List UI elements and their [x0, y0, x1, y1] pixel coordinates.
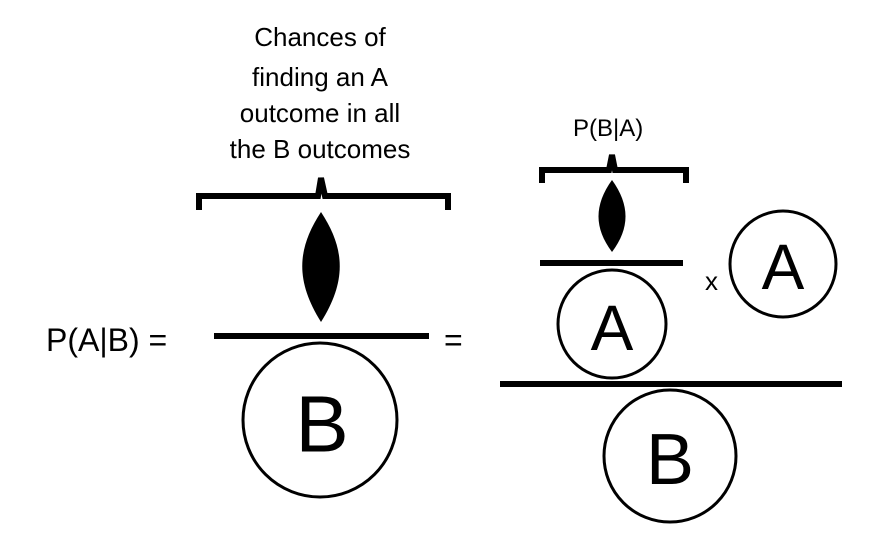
circle-b-right-letter: B [646, 420, 694, 500]
circle-b-left-letter: B [295, 380, 348, 469]
caption-line-4: the B outcomes [229, 134, 411, 164]
circle-a-factor-letter: A [762, 231, 805, 303]
pba-label: P(B|A) [573, 115, 644, 142]
caption-line-2: finding an A [252, 62, 388, 92]
caption-brace [196, 177, 451, 210]
caption-line-3: outcome in all [239, 98, 401, 128]
pba-brace [539, 154, 689, 183]
lhs-label: P(A|B) = [46, 322, 168, 358]
circle-a-denominator-letter: A [591, 292, 634, 364]
times-sign: x [705, 266, 718, 296]
overlap-lens-left [302, 212, 340, 322]
caption-line-1: Chances of [254, 22, 386, 52]
circle-b-right: B [602, 388, 738, 524]
circle-a-factor: A [728, 209, 838, 319]
circle-b-left: B [241, 341, 399, 499]
overlap-lens-right [598, 180, 626, 252]
middle-equals: = [444, 322, 463, 358]
circle-a-denominator: A [556, 268, 668, 380]
